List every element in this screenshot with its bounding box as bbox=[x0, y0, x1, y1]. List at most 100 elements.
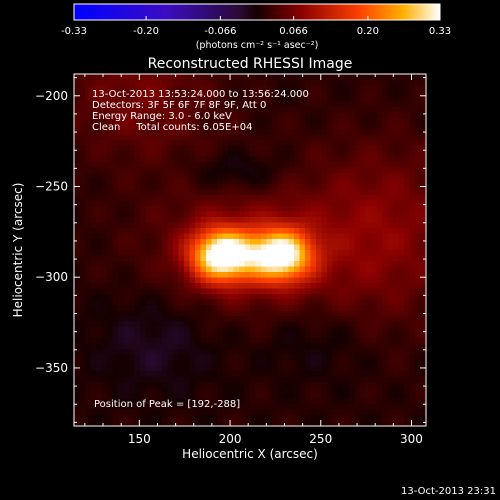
heatmap-cell bbox=[200, 305, 207, 312]
heatmap-cell bbox=[134, 299, 141, 306]
x-axis: 150 200 250 300 bbox=[84, 74, 423, 446]
heatmap-cell bbox=[145, 233, 152, 240]
heatmap-cell bbox=[112, 151, 119, 158]
heatmap-cell bbox=[327, 178, 334, 185]
heatmap-cell bbox=[365, 327, 372, 334]
heatmap-cell bbox=[250, 239, 257, 246]
heatmap-cell bbox=[277, 151, 284, 158]
heatmap-cell bbox=[79, 173, 86, 180]
heatmap-cell bbox=[96, 255, 103, 262]
heatmap-cell bbox=[118, 404, 125, 411]
heatmap-cell bbox=[376, 228, 383, 235]
heatmap-cell bbox=[415, 255, 422, 262]
heatmap-cell bbox=[404, 349, 411, 356]
heatmap-cell bbox=[338, 250, 345, 257]
heatmap-cell bbox=[184, 107, 191, 114]
heatmap-cell bbox=[145, 195, 152, 202]
heatmap-cell bbox=[206, 283, 213, 290]
heatmap-cell bbox=[409, 415, 416, 422]
heatmap-cell bbox=[272, 90, 279, 97]
heatmap-cell bbox=[123, 145, 130, 152]
heatmap-cell bbox=[409, 387, 416, 394]
heatmap-cell bbox=[305, 233, 312, 240]
heatmap-cell bbox=[162, 228, 169, 235]
heatmap-cell bbox=[211, 167, 218, 174]
heatmap-cell bbox=[134, 173, 141, 180]
heatmap-cell bbox=[272, 156, 279, 163]
heatmap-cell bbox=[178, 283, 185, 290]
heatmap-cell bbox=[382, 162, 389, 169]
heatmap-cell bbox=[310, 371, 317, 378]
heatmap-cell bbox=[338, 371, 345, 378]
heatmap-cell bbox=[112, 244, 119, 251]
heatmap-cell bbox=[145, 371, 152, 378]
heatmap-cell bbox=[85, 415, 92, 422]
heatmap-cell bbox=[134, 277, 141, 284]
heatmap-cell bbox=[162, 173, 169, 180]
heatmap-cell bbox=[288, 74, 295, 81]
heatmap-cell bbox=[261, 123, 268, 130]
heatmap-cell bbox=[101, 261, 108, 268]
heatmap-cell bbox=[316, 173, 323, 180]
heatmap-cell bbox=[74, 151, 81, 158]
heatmap-cell bbox=[140, 310, 147, 317]
heatmap-cell bbox=[283, 206, 290, 213]
heatmap-cell bbox=[316, 178, 323, 185]
heatmap-cell bbox=[200, 277, 207, 284]
heatmap-cell bbox=[206, 211, 213, 218]
heatmap-cell bbox=[85, 118, 92, 125]
heatmap-cell bbox=[415, 272, 422, 279]
heatmap-cell bbox=[101, 310, 108, 317]
heatmap-cell bbox=[393, 415, 400, 422]
heatmap-cell bbox=[184, 266, 191, 273]
heatmap-cell bbox=[184, 360, 191, 367]
heatmap-cell bbox=[195, 294, 202, 301]
heatmap-cell bbox=[107, 195, 114, 202]
heatmap-cell bbox=[332, 222, 339, 229]
heatmap-cell bbox=[107, 354, 114, 361]
heatmap-cell bbox=[316, 96, 323, 103]
heatmap-cell bbox=[305, 404, 312, 411]
heatmap-cell bbox=[261, 112, 268, 119]
heatmap-cell bbox=[211, 316, 218, 323]
heatmap-cell bbox=[189, 327, 196, 334]
heatmap-cell bbox=[211, 404, 218, 411]
heatmap-cell bbox=[299, 156, 306, 163]
heatmap-cell bbox=[206, 316, 213, 323]
heatmap-cell bbox=[228, 222, 235, 229]
heatmap-cell bbox=[316, 409, 323, 416]
heatmap-cell bbox=[118, 382, 125, 389]
heatmap-cell bbox=[294, 305, 301, 312]
heatmap-cell bbox=[134, 79, 141, 86]
heatmap-cell bbox=[173, 107, 180, 114]
heatmap-cell bbox=[79, 129, 86, 136]
heatmap-cell bbox=[96, 145, 103, 152]
heatmap-cell bbox=[305, 354, 312, 361]
heatmap-cell bbox=[200, 415, 207, 422]
heatmap-cell bbox=[173, 162, 180, 169]
heatmap-cell bbox=[79, 294, 86, 301]
heatmap-cell bbox=[85, 387, 92, 394]
heatmap-cell bbox=[239, 123, 246, 130]
heatmap-cell bbox=[354, 101, 361, 108]
heatmap-cell bbox=[90, 233, 97, 240]
heatmap-cell bbox=[299, 239, 306, 246]
heatmap-cell bbox=[272, 151, 279, 158]
heatmap-cell bbox=[107, 283, 114, 290]
heatmap-cell bbox=[316, 184, 323, 191]
heatmap-cell bbox=[349, 90, 356, 97]
heatmap-cell bbox=[222, 79, 229, 86]
heatmap-cell bbox=[90, 305, 97, 312]
heatmap-cell bbox=[189, 321, 196, 328]
heatmap-cell bbox=[222, 332, 229, 339]
heatmap-cell bbox=[360, 365, 367, 372]
heatmap-cell bbox=[222, 189, 229, 196]
heatmap-cell bbox=[393, 140, 400, 147]
heatmap-cell bbox=[310, 123, 317, 130]
heatmap-cell bbox=[134, 266, 141, 273]
heatmap-cell bbox=[222, 200, 229, 207]
heatmap-cell bbox=[277, 261, 284, 268]
heatmap-cell bbox=[79, 184, 86, 191]
heatmap-cell bbox=[294, 244, 301, 251]
heatmap-cell bbox=[123, 261, 130, 268]
